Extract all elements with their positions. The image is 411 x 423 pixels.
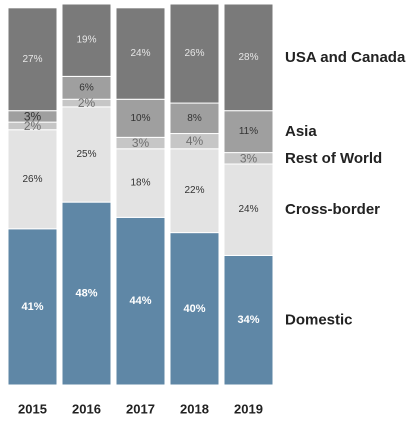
bar-segment-asia-2018 bbox=[169, 102, 220, 135]
data-label-asia-2019: 11% bbox=[239, 126, 258, 137]
data-labels-layer: 41%26%2%3%27%48%25%2%6%19%44%18%3%10%24%… bbox=[21, 35, 259, 327]
data-label-usa-and-canada-2016: 19% bbox=[76, 35, 96, 46]
bar-segment-usa-and-canada-2019 bbox=[223, 3, 274, 112]
legend-label-rest-of-world: Rest of World bbox=[285, 150, 382, 167]
data-label-domestic-2015: 41% bbox=[21, 301, 43, 313]
bar-segment-domestic-2018 bbox=[169, 232, 220, 386]
data-label-cross-border-2016: 25% bbox=[76, 149, 96, 160]
bar-segment-usa-and-canada-2018 bbox=[169, 3, 220, 104]
data-label-asia-2017: 10% bbox=[130, 113, 150, 124]
data-label-domestic-2017: 44% bbox=[129, 295, 151, 307]
x-tick-2015: 2015 bbox=[18, 402, 47, 417]
data-label-usa-and-canada-2017: 24% bbox=[130, 48, 150, 59]
data-label-cross-border-2015: 26% bbox=[22, 174, 42, 185]
bar-segment-cross-border-2018 bbox=[169, 148, 220, 234]
data-label-cross-border-2018: 22% bbox=[184, 185, 204, 196]
legend-label-asia: Asia bbox=[285, 123, 317, 140]
data-label-rest-of-world-2015: 2% bbox=[24, 119, 42, 133]
legend-label-cross-border: Cross-border bbox=[285, 201, 380, 218]
bar-segment-cross-border-2017 bbox=[115, 148, 166, 218]
bar-segment-usa-and-canada-2015 bbox=[7, 7, 58, 112]
x-tick-2019: 2019 bbox=[234, 402, 263, 417]
legend-label-usa-and-canada: USA and Canada bbox=[285, 49, 406, 66]
x-tick-labels: 2015 2016 2017 2018 2019 bbox=[18, 402, 263, 417]
data-label-usa-and-canada-2018: 26% bbox=[184, 48, 204, 59]
data-label-domestic-2019: 34% bbox=[237, 314, 259, 326]
x-tick-2018: 2018 bbox=[180, 402, 209, 417]
bar-segment-cross-border-2019 bbox=[223, 163, 274, 256]
data-label-asia-2015: 3% bbox=[24, 109, 42, 123]
data-label-rest-of-world-2019: 3% bbox=[240, 151, 258, 165]
bar-segment-cross-border-2015 bbox=[7, 129, 58, 230]
data-label-usa-and-canada-2019: 28% bbox=[238, 52, 258, 63]
bar-segment-usa-and-canada-2016 bbox=[61, 3, 112, 77]
data-label-asia-2016: 6% bbox=[79, 82, 94, 93]
data-label-cross-border-2017: 18% bbox=[130, 178, 150, 189]
bar-segment-domestic-2015 bbox=[7, 228, 58, 386]
bar-segment-usa-and-canada-2017 bbox=[115, 7, 166, 100]
data-label-domestic-2018: 40% bbox=[183, 303, 205, 315]
data-label-rest-of-world-2017: 3% bbox=[132, 136, 150, 150]
bar-segment-domestic-2019 bbox=[223, 254, 274, 386]
legend-label-domestic: Domestic bbox=[285, 312, 353, 329]
data-label-cross-border-2019: 24% bbox=[238, 204, 258, 215]
bars-layer bbox=[7, 3, 274, 386]
x-tick-2016: 2016 bbox=[72, 402, 101, 417]
data-label-rest-of-world-2016: 2% bbox=[78, 96, 96, 110]
legend: USA and Canada Asia Rest of World Cross-bor… bbox=[285, 49, 406, 329]
data-label-asia-2018: 8% bbox=[187, 113, 202, 124]
x-tick-2017: 2017 bbox=[126, 402, 155, 417]
data-label-domestic-2016: 48% bbox=[75, 288, 97, 300]
bar-segment-asia-2017 bbox=[115, 98, 166, 138]
data-label-usa-and-canada-2015: 27% bbox=[22, 54, 42, 65]
data-label-rest-of-world-2018: 4% bbox=[186, 134, 204, 148]
